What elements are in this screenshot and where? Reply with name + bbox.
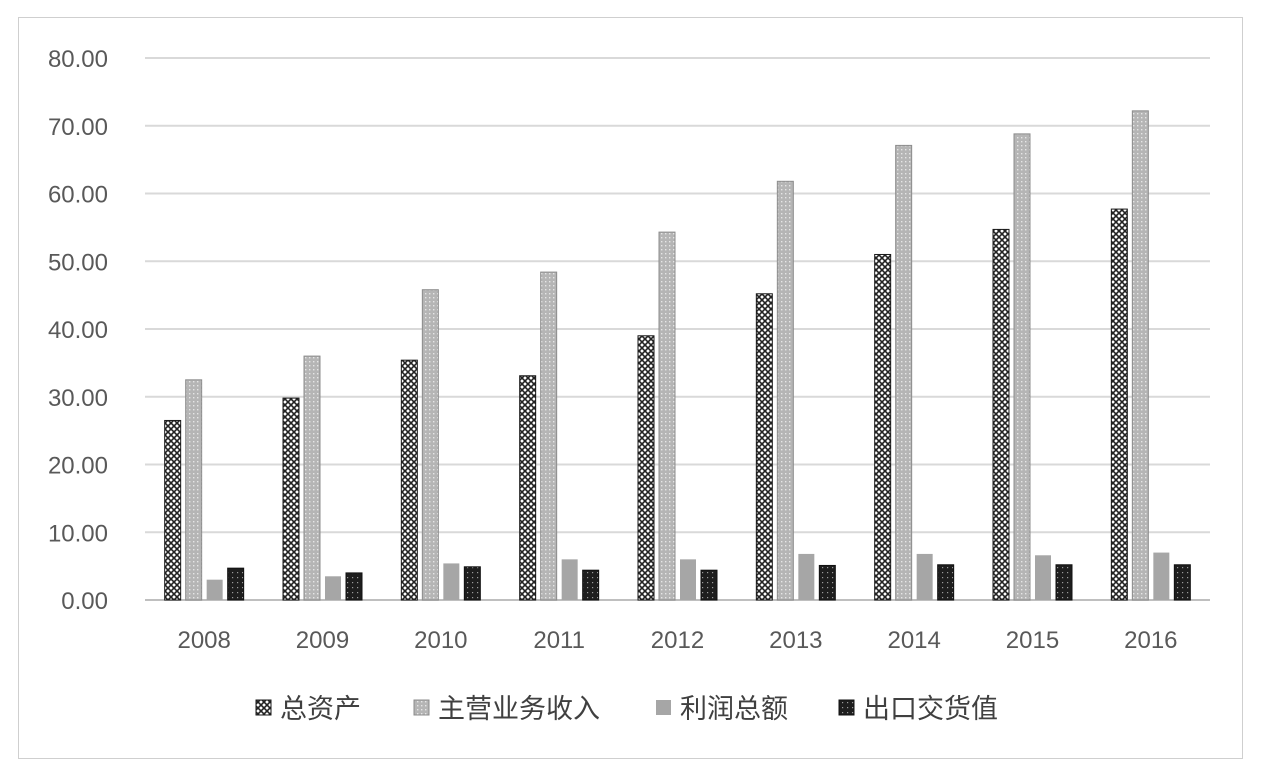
legend-swatch: [838, 699, 855, 716]
bar-assets-2014: [874, 253, 892, 601]
y-tick-label: 60.00: [48, 182, 108, 209]
x-tick-label: 2014: [887, 627, 940, 654]
bar-profit-2014: [916, 553, 933, 600]
legend-label: 总资产: [280, 694, 361, 725]
legend-swatch: [255, 699, 272, 716]
bar-revenue-2015: [1013, 133, 1031, 601]
legend-swatch: [413, 699, 430, 716]
bar-revenue-2014: [895, 144, 913, 601]
bar-profit-2013: [798, 553, 815, 600]
bar-profit-2009: [325, 576, 341, 600]
bar-export-2009: [345, 572, 363, 601]
bar-assets-2013: [755, 293, 773, 601]
y-tick-label: 70.00: [48, 114, 108, 141]
chart-frame: [18, 17, 1243, 759]
y-tick-label: 10.00: [48, 520, 108, 547]
bar-export-2013: [818, 564, 836, 601]
y-tick-label: 0.00: [61, 588, 108, 615]
x-tick-label: 2016: [1124, 627, 1177, 654]
x-tick-label: 2008: [177, 627, 230, 654]
legend-label: 主营业务收入: [438, 694, 600, 725]
bar-assets-2011: [519, 375, 537, 601]
x-tick-label: 2012: [651, 627, 704, 654]
bar-assets-2009: [282, 397, 300, 601]
x-tick-label: 2009: [296, 627, 349, 654]
bar-assets-2008: [164, 419, 182, 601]
bar-profit-2011: [561, 559, 578, 600]
bar-assets-2010: [400, 359, 418, 601]
bar-profit-2016: [1153, 552, 1170, 600]
y-tick-label: 20.00: [48, 453, 108, 480]
bar-export-2011: [582, 569, 600, 601]
x-tick-label: 2013: [769, 627, 822, 654]
legend: 总资产 主营业务收入 利润总额 出口交货值: [255, 694, 998, 725]
bar-revenue-2016: [1131, 110, 1149, 601]
bar-assets-2015: [992, 228, 1010, 601]
bar-revenue-2008: [185, 379, 203, 601]
bar-revenue-2010: [421, 289, 439, 601]
bar-assets-2016: [1110, 208, 1128, 601]
gridlines: [145, 57, 1210, 601]
bar-profit-2015: [1035, 555, 1051, 600]
bar-export-2015: [1055, 564, 1073, 601]
y-tick-label: 50.00: [48, 249, 108, 276]
y-tick-label: 30.00: [48, 385, 108, 412]
bar-revenue-2009: [303, 355, 321, 601]
y-tick-label: 80.00: [48, 46, 108, 73]
bar-export-2010: [463, 566, 481, 601]
bar-export-2012: [700, 569, 718, 601]
bar-revenue-2012: [658, 231, 676, 601]
bar-profit-2010: [443, 563, 460, 600]
bar-export-2014: [937, 564, 955, 601]
legend-label: 出口交货值: [863, 694, 998, 725]
bar-profit-2008: [206, 579, 223, 600]
bar-assets-2012: [637, 335, 655, 601]
x-tick-label: 2011: [533, 627, 585, 654]
y-tick-label: 40.00: [48, 317, 108, 344]
x-axis: 2008 2009 2010 2011 2012 2013 2014 2015 2016: [177, 627, 1177, 654]
legend-swatch: [656, 700, 671, 715]
legend-label: 利润总额: [680, 694, 788, 725]
x-tick-label: 2015: [1006, 627, 1059, 654]
x-tick-label: 2010: [414, 627, 467, 654]
bar-export-2008: [227, 567, 245, 601]
bar-revenue-2013: [776, 180, 794, 601]
bars: [164, 110, 1191, 601]
bar-export-2016: [1173, 564, 1191, 601]
bar-revenue-2011: [540, 271, 558, 601]
bar-profit-2012: [680, 559, 696, 600]
y-axis: 0.00 10.00 20.00 30.00 40.00 50.00 60.00 70.00 8…: [48, 46, 108, 615]
